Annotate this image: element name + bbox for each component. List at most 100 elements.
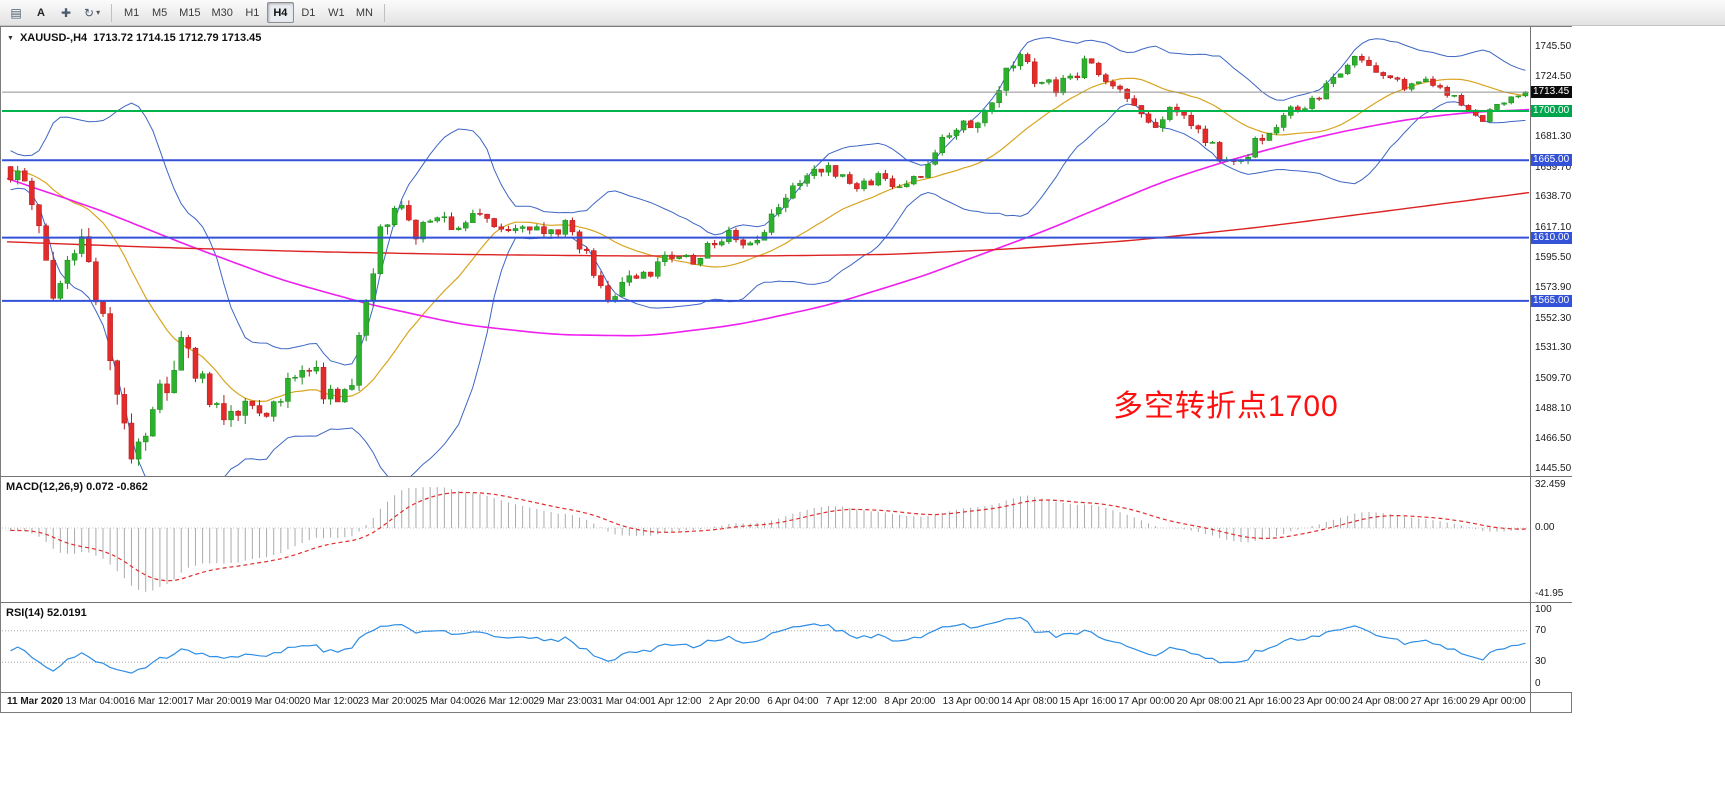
time-axis-label: 2 Apr 20:00 <box>708 696 760 707</box>
price-axis-label: 1573.90 <box>1535 282 1572 294</box>
price-axis-label: 1466.50 <box>1535 433 1572 445</box>
charts-grid-icon: ▤ <box>10 5 22 20</box>
crosshair-icon: ✚ <box>60 5 72 20</box>
price-axis-label: 1617.10 <box>1535 221 1572 233</box>
time-axis-label: 25 Mar 04:00 <box>416 696 476 707</box>
chart-ohlc-values: 1713.72 1714.15 1712.79 1713.45 <box>93 32 262 44</box>
price-axis-label: 1638.70 <box>1535 191 1572 203</box>
time-axis-label: 26 Mar 12:00 <box>474 696 534 707</box>
macd-panel: MACD(12,26,9) 0.072 -0.862 32.459 0.00 -41… <box>1 476 1573 602</box>
price-axis-label: 1509.70 <box>1535 372 1572 384</box>
rsi-panel: RSI(14) 52.0191 100 70 30 0 <box>1 602 1573 692</box>
time-axis-label: 23 Apr 00:00 <box>1293 696 1351 707</box>
main-chart-canvas[interactable] <box>1 27 1530 476</box>
macd-axis-label-max: 32.459 <box>1535 479 1566 490</box>
timeframe-button-m30[interactable]: M30 <box>211 6 233 19</box>
ma-red-line <box>6 191 1530 257</box>
crosshair-tool-button[interactable]: ✚ <box>54 2 78 23</box>
time-axis-label: 14 Apr 08:00 <box>1001 696 1058 707</box>
rsi-axis-label-70: 70 <box>1535 624 1547 636</box>
chart-window: ▼ XAUUSD-,H4 1713.72 1714.15 1712.79 171… <box>0 26 1573 713</box>
symbol-marker-icon: ▼ <box>7 35 14 42</box>
time-axis-label: 13 Apr 00:00 <box>942 696 1000 707</box>
main-toolbar: ▤ A ✚ ↻ ▾ M1 M5 M15 M30 H1 H4 D1 W1 MN <box>0 0 1725 26</box>
time-axis[interactable]: 11 Mar 2020 13 Mar 04:00 16 Mar 12:00 17 Ma… <box>1 692 1571 712</box>
time-axis-label: 29 Apr 00:00 <box>1469 696 1526 707</box>
toolbar-separator-2 <box>384 3 385 22</box>
time-axis-label: 7 Apr 12:00 <box>825 696 877 707</box>
time-axis-label: 29 Mar 23:00 <box>533 696 593 707</box>
time-axis-label: 13 Mar 04:00 <box>65 696 125 707</box>
chart-annotation-text[interactable]: 多空转折点1700 <box>1113 390 1339 423</box>
time-axis-label: 27 Apr 16:00 <box>1410 696 1468 707</box>
chart-title: ▼ XAUUSD-,H4 1713.72 1714.15 1712.79 171… <box>7 32 261 44</box>
price-axis-label: 1552.30 <box>1535 312 1572 324</box>
timeframe-button-d1[interactable]: D1 <box>301 6 316 19</box>
time-axis-label: 20 Apr 08:00 <box>1176 696 1234 707</box>
chart-symbol-period: XAUUSD-,H4 <box>19 32 88 44</box>
timeframe-button-h1[interactable]: H1 <box>245 6 260 19</box>
macd-canvas[interactable] <box>1 477 1530 602</box>
timeframe-button-w1[interactable]: W1 <box>328 6 345 19</box>
rsi-axis-label-0: 0 <box>1535 678 1541 689</box>
timeframe-button-m5[interactable]: M5 <box>151 6 168 19</box>
rsi-label: RSI(14) 52.0191 <box>6 607 87 619</box>
time-axis-label: 11 Mar 2020 <box>7 696 64 707</box>
macd-axis-label-min: -41.95 <box>1535 588 1564 599</box>
ma-magenta-line <box>6 108 1530 337</box>
current-price-badge: 1713.45 <box>1531 86 1572 99</box>
time-axis-label: 24 Apr 08:00 <box>1352 696 1409 707</box>
axis-separator <box>1530 27 1531 712</box>
macd-histogram <box>10 487 1526 592</box>
time-axis-label: 17 Apr 00:00 <box>1118 696 1175 707</box>
time-axis-label: 23 Mar 20:00 <box>357 696 417 707</box>
time-axis-label: 19 Mar 04:00 <box>240 696 300 707</box>
time-axis-label: 8 Apr 20:00 <box>884 696 936 707</box>
macd-label: MACD(12,26,9) 0.072 -0.862 <box>6 481 148 493</box>
cycle-icon: ↻ <box>84 5 95 20</box>
level-badge-1700: 1700.00 <box>1531 105 1572 117</box>
price-axis-label: 1745.50 <box>1535 41 1572 52</box>
time-axis-label: 1 Apr 12:00 <box>650 696 702 707</box>
bollinger-upper-line <box>10 36 1526 366</box>
rsi-axis-label-30: 30 <box>1535 656 1547 668</box>
rsi-line <box>10 616 1526 674</box>
toolbar-separator <box>111 3 113 22</box>
time-axis-label: 16 Mar 12:00 <box>123 696 183 707</box>
price-axis-label: 1531.30 <box>1535 342 1572 354</box>
timeframe-button-mn[interactable]: MN <box>355 6 373 19</box>
rsi-axis[interactable]: 100 70 30 0 <box>1531 603 1573 692</box>
price-axis-label: 1445.50 <box>1535 463 1572 474</box>
caret-down-icon: ▾ <box>96 8 101 17</box>
timeframe-button-m15[interactable]: M15 <box>179 6 201 19</box>
text-tool-button[interactable]: A <box>37 6 45 19</box>
time-axis-label: 20 Mar 12:00 <box>299 696 359 707</box>
bollinger-lower-line <box>10 101 1526 476</box>
level-badge-1565: 1565.00 <box>1531 294 1572 307</box>
price-axis-label: 1488.10 <box>1535 403 1572 415</box>
time-axis-label: 31 Mar 04:00 <box>591 696 651 707</box>
timeframe-button-m1[interactable]: M1 <box>123 6 140 19</box>
charts-grid-button[interactable]: ▤ <box>4 2 28 23</box>
objects-dropdown-button[interactable]: ↻ ▾ <box>79 2 105 23</box>
bollinger-middle-line <box>10 77 1526 403</box>
price-axis[interactable]: 1745.50 1724.50 1681.30 1659.70 1638.70 1617.… <box>1531 27 1573 476</box>
price-axis-label: 1724.50 <box>1535 70 1572 82</box>
time-axis-label: 15 Apr 16:00 <box>1059 696 1117 707</box>
main-chart-panel: ▼ XAUUSD-,H4 1713.72 1714.15 1712.79 171… <box>1 27 1573 476</box>
price-axis-label: 1681.30 <box>1535 131 1572 143</box>
macd-axis[interactable]: 32.459 0.00 -41.95 <box>1531 477 1573 602</box>
level-badge-1610: 1610.00 <box>1531 231 1572 244</box>
time-axis-label: 6 Apr 04:00 <box>767 696 819 707</box>
price-axis-label: 1595.50 <box>1535 252 1572 263</box>
timeframe-button-h4[interactable]: H4 <box>266 2 294 23</box>
macd-axis-label-zero: 0.00 <box>1535 521 1555 533</box>
price-axis-label: 1659.70 <box>1535 161 1572 173</box>
rsi-axis-label-100: 100 <box>1535 604 1552 615</box>
level-badge-1665: 1665.00 <box>1531 154 1572 167</box>
time-axis-label: 21 Apr 16:00 <box>1235 696 1292 707</box>
time-axis-label: 17 Mar 20:00 <box>182 696 242 707</box>
candlesticks <box>7 52 1529 466</box>
macd-signal-line <box>10 491 1526 582</box>
rsi-canvas[interactable] <box>1 603 1530 692</box>
